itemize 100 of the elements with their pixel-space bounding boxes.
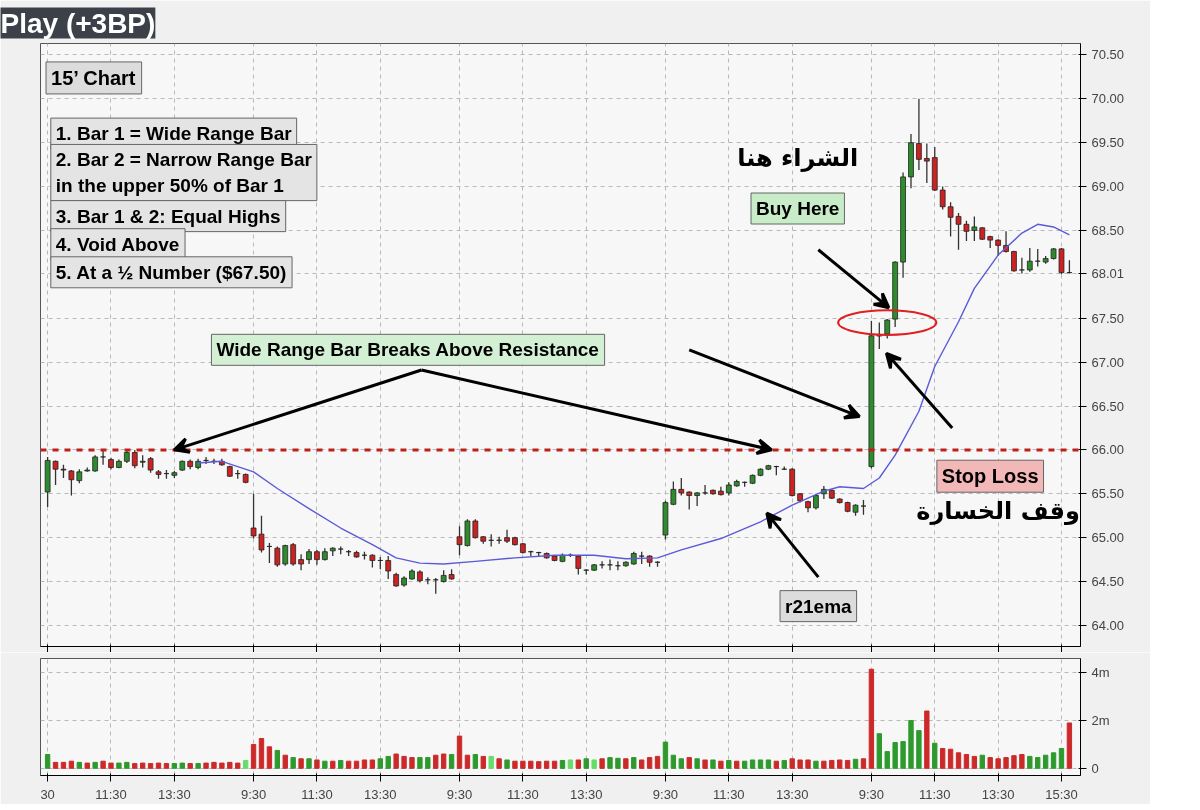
- bar: [100, 760, 106, 769]
- bar: [60, 761, 67, 769]
- bar: [108, 762, 114, 769]
- bar: [227, 761, 233, 769]
- candlestick: [923, 142, 930, 184]
- bar: [203, 762, 209, 769]
- annotation: Buy Here: [756, 198, 840, 220]
- bar: [393, 753, 399, 769]
- bar: [44, 753, 51, 769]
- annotation: 2. Bar 2 = Narrow Range Bar in the upper 50% of Bar 1: [55, 149, 313, 196]
- bar: [92, 761, 98, 769]
- bar: [686, 757, 692, 769]
- x-tick-label: 9:30: [446, 786, 473, 802]
- bar: [979, 754, 985, 769]
- bar: [821, 760, 827, 769]
- bar: [345, 760, 352, 769]
- bar: [472, 753, 479, 769]
- bar: [757, 759, 764, 769]
- bar: [266, 746, 273, 769]
- bar: [171, 763, 178, 769]
- bar: [963, 753, 970, 769]
- candlestick: [702, 484, 708, 496]
- candlestick: [939, 185, 946, 211]
- candlestick: [298, 553, 304, 571]
- annotation: Stop Loss: [941, 465, 1039, 488]
- bar: [718, 760, 724, 769]
- bar: [195, 763, 201, 769]
- y-tick-label: 64.00: [1091, 617, 1125, 633]
- bar: [456, 735, 463, 769]
- annotation: وقف الخسارة: [916, 497, 1080, 526]
- bar: [155, 762, 162, 769]
- bar: [401, 755, 407, 769]
- bar: [789, 758, 795, 769]
- bar: [940, 748, 946, 769]
- annotation: 4. Void Above: [55, 233, 180, 255]
- bar: [298, 758, 304, 769]
- annotation: 15’ Chart: [51, 66, 136, 89]
- bar: [797, 759, 803, 769]
- annotation: 1. Bar 1 = Wide Range Bar: [55, 123, 293, 145]
- bar: [583, 758, 589, 769]
- bar: [694, 758, 700, 769]
- bar: [306, 758, 312, 769]
- bar: [124, 761, 130, 769]
- x-tick-label: 13:30: [775, 786, 809, 802]
- candlestick: [274, 545, 281, 568]
- y-tick-label: 65.00: [1091, 530, 1125, 546]
- bar: [654, 755, 661, 769]
- bar: [852, 758, 859, 769]
- bar: [163, 763, 170, 769]
- bar: [884, 751, 890, 769]
- bar: [987, 757, 993, 769]
- bar: [235, 762, 241, 769]
- candlestick: [686, 490, 693, 511]
- bar: [322, 760, 328, 769]
- y-tick-label: 69.50: [1091, 135, 1125, 151]
- annotation: 3. Bar 1 & 2: Equal Highs: [55, 205, 281, 227]
- candlestick: [694, 491, 700, 507]
- bar: [860, 758, 867, 769]
- annotation: Wide Range Bar Breaks Above Resistance: [216, 339, 599, 361]
- bar: [567, 759, 574, 769]
- bar: [876, 733, 882, 769]
- bar: [140, 762, 146, 769]
- bar: [813, 760, 819, 769]
- candlestick: [916, 98, 922, 171]
- bar: [599, 758, 605, 769]
- y-tick-label: 2m: [1091, 713, 1110, 729]
- bar: [900, 741, 906, 769]
- bar: [338, 759, 344, 769]
- y-tick-label: 70.00: [1091, 91, 1125, 107]
- bar: [116, 762, 122, 769]
- bar: [995, 758, 1001, 769]
- bar: [765, 759, 772, 769]
- candlestick: [607, 558, 613, 571]
- bar: [68, 760, 75, 769]
- bar: [773, 760, 780, 769]
- bar: [615, 757, 621, 769]
- bar: [1050, 752, 1057, 769]
- y-tick-label: 4m: [1091, 665, 1110, 681]
- bar: [892, 742, 898, 769]
- bar: [520, 760, 526, 769]
- bar: [837, 759, 843, 769]
- annotation: 5. At a ½ Number ($67.50): [55, 261, 287, 283]
- bar: [425, 757, 431, 769]
- bar: [1011, 755, 1017, 769]
- y-tick-label: 70.50: [1091, 47, 1125, 63]
- candlestick: [1026, 247, 1033, 273]
- x-tick-label: 9:30: [240, 786, 267, 802]
- bar: [916, 730, 922, 769]
- bar: [781, 759, 787, 769]
- annotation: الشراء هنا: [737, 144, 859, 173]
- bar: [290, 757, 296, 769]
- bar: [726, 759, 732, 769]
- bar: [955, 752, 962, 769]
- bar: [536, 761, 542, 769]
- bar: [741, 760, 748, 769]
- x-tick-label: 9:30: [652, 786, 679, 802]
- candlestick: [504, 529, 510, 544]
- x-tick-label: 11:30: [713, 786, 745, 802]
- y-tick-label: 69.00: [1091, 179, 1125, 195]
- candlestick: [100, 450, 106, 466]
